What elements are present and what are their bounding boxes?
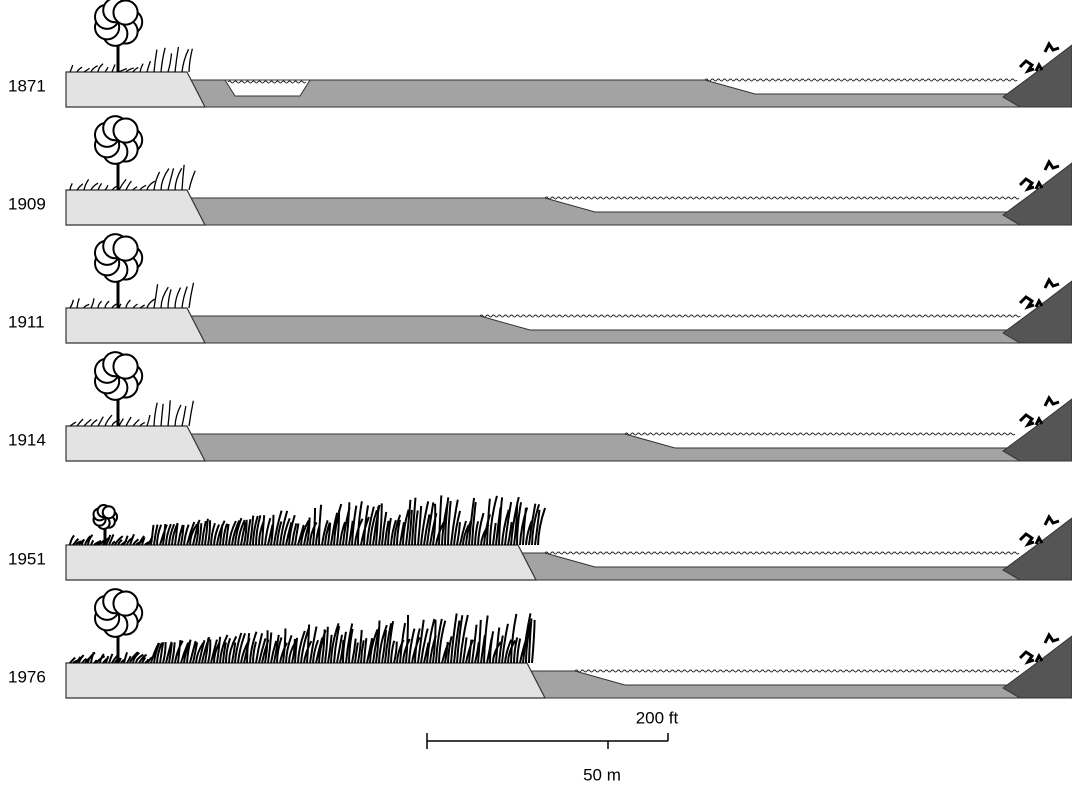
- tree-crown: [113, 118, 137, 142]
- year-label: 1871: [8, 76, 46, 95]
- bank: [1003, 45, 1072, 107]
- scale-feet: 200 ft: [636, 708, 679, 727]
- land: [66, 308, 205, 343]
- bank: [1003, 281, 1072, 343]
- land: [66, 663, 545, 698]
- land: [66, 72, 205, 107]
- water-surface: [480, 315, 1020, 317]
- panel: 1951: [8, 495, 1072, 580]
- grass: [70, 495, 545, 545]
- land: [66, 545, 536, 580]
- grass: [70, 400, 193, 426]
- scale-bar: 200 ft 50 m: [427, 708, 679, 784]
- panel: 1909: [8, 116, 1072, 225]
- tree-crown: [113, 0, 137, 24]
- land: [66, 190, 205, 225]
- scale-meters: 50 m: [583, 765, 621, 784]
- year-label: 1976: [8, 667, 46, 686]
- channel: [187, 80, 1020, 107]
- grass: [70, 47, 192, 72]
- water-surface: [575, 670, 1019, 672]
- water-surface: [705, 79, 1017, 81]
- water-surface: [545, 197, 1019, 199]
- tree-crown: [113, 354, 137, 378]
- diagram: 200 ft 50 m 1871 1909 1911 1914 1951 1976: [0, 0, 1072, 787]
- bank: [1003, 399, 1072, 461]
- year-label: 1911: [8, 312, 45, 331]
- channel: [187, 434, 1020, 461]
- tree-crown: [103, 506, 115, 518]
- water-surface: [545, 552, 1019, 554]
- channel: [187, 316, 1020, 343]
- channel: [187, 198, 1020, 225]
- grass: [70, 283, 194, 308]
- land: [66, 426, 205, 461]
- bank: [1003, 636, 1072, 698]
- channel: [518, 553, 1020, 580]
- tree-crown: [113, 236, 137, 260]
- tree-crown: [113, 591, 137, 615]
- channel: [527, 671, 1020, 698]
- panel: 1914: [8, 352, 1072, 461]
- year-label: 1914: [8, 430, 46, 449]
- water-surface: [625, 433, 1015, 435]
- panel: 1871: [8, 0, 1072, 107]
- panel: 1911: [8, 234, 1072, 343]
- bank: [1003, 518, 1072, 580]
- year-label: 1951: [8, 549, 46, 568]
- grass: [70, 165, 195, 190]
- bank: [1003, 163, 1072, 225]
- year-label: 1909: [8, 194, 46, 213]
- panel: 1976: [8, 589, 1072, 698]
